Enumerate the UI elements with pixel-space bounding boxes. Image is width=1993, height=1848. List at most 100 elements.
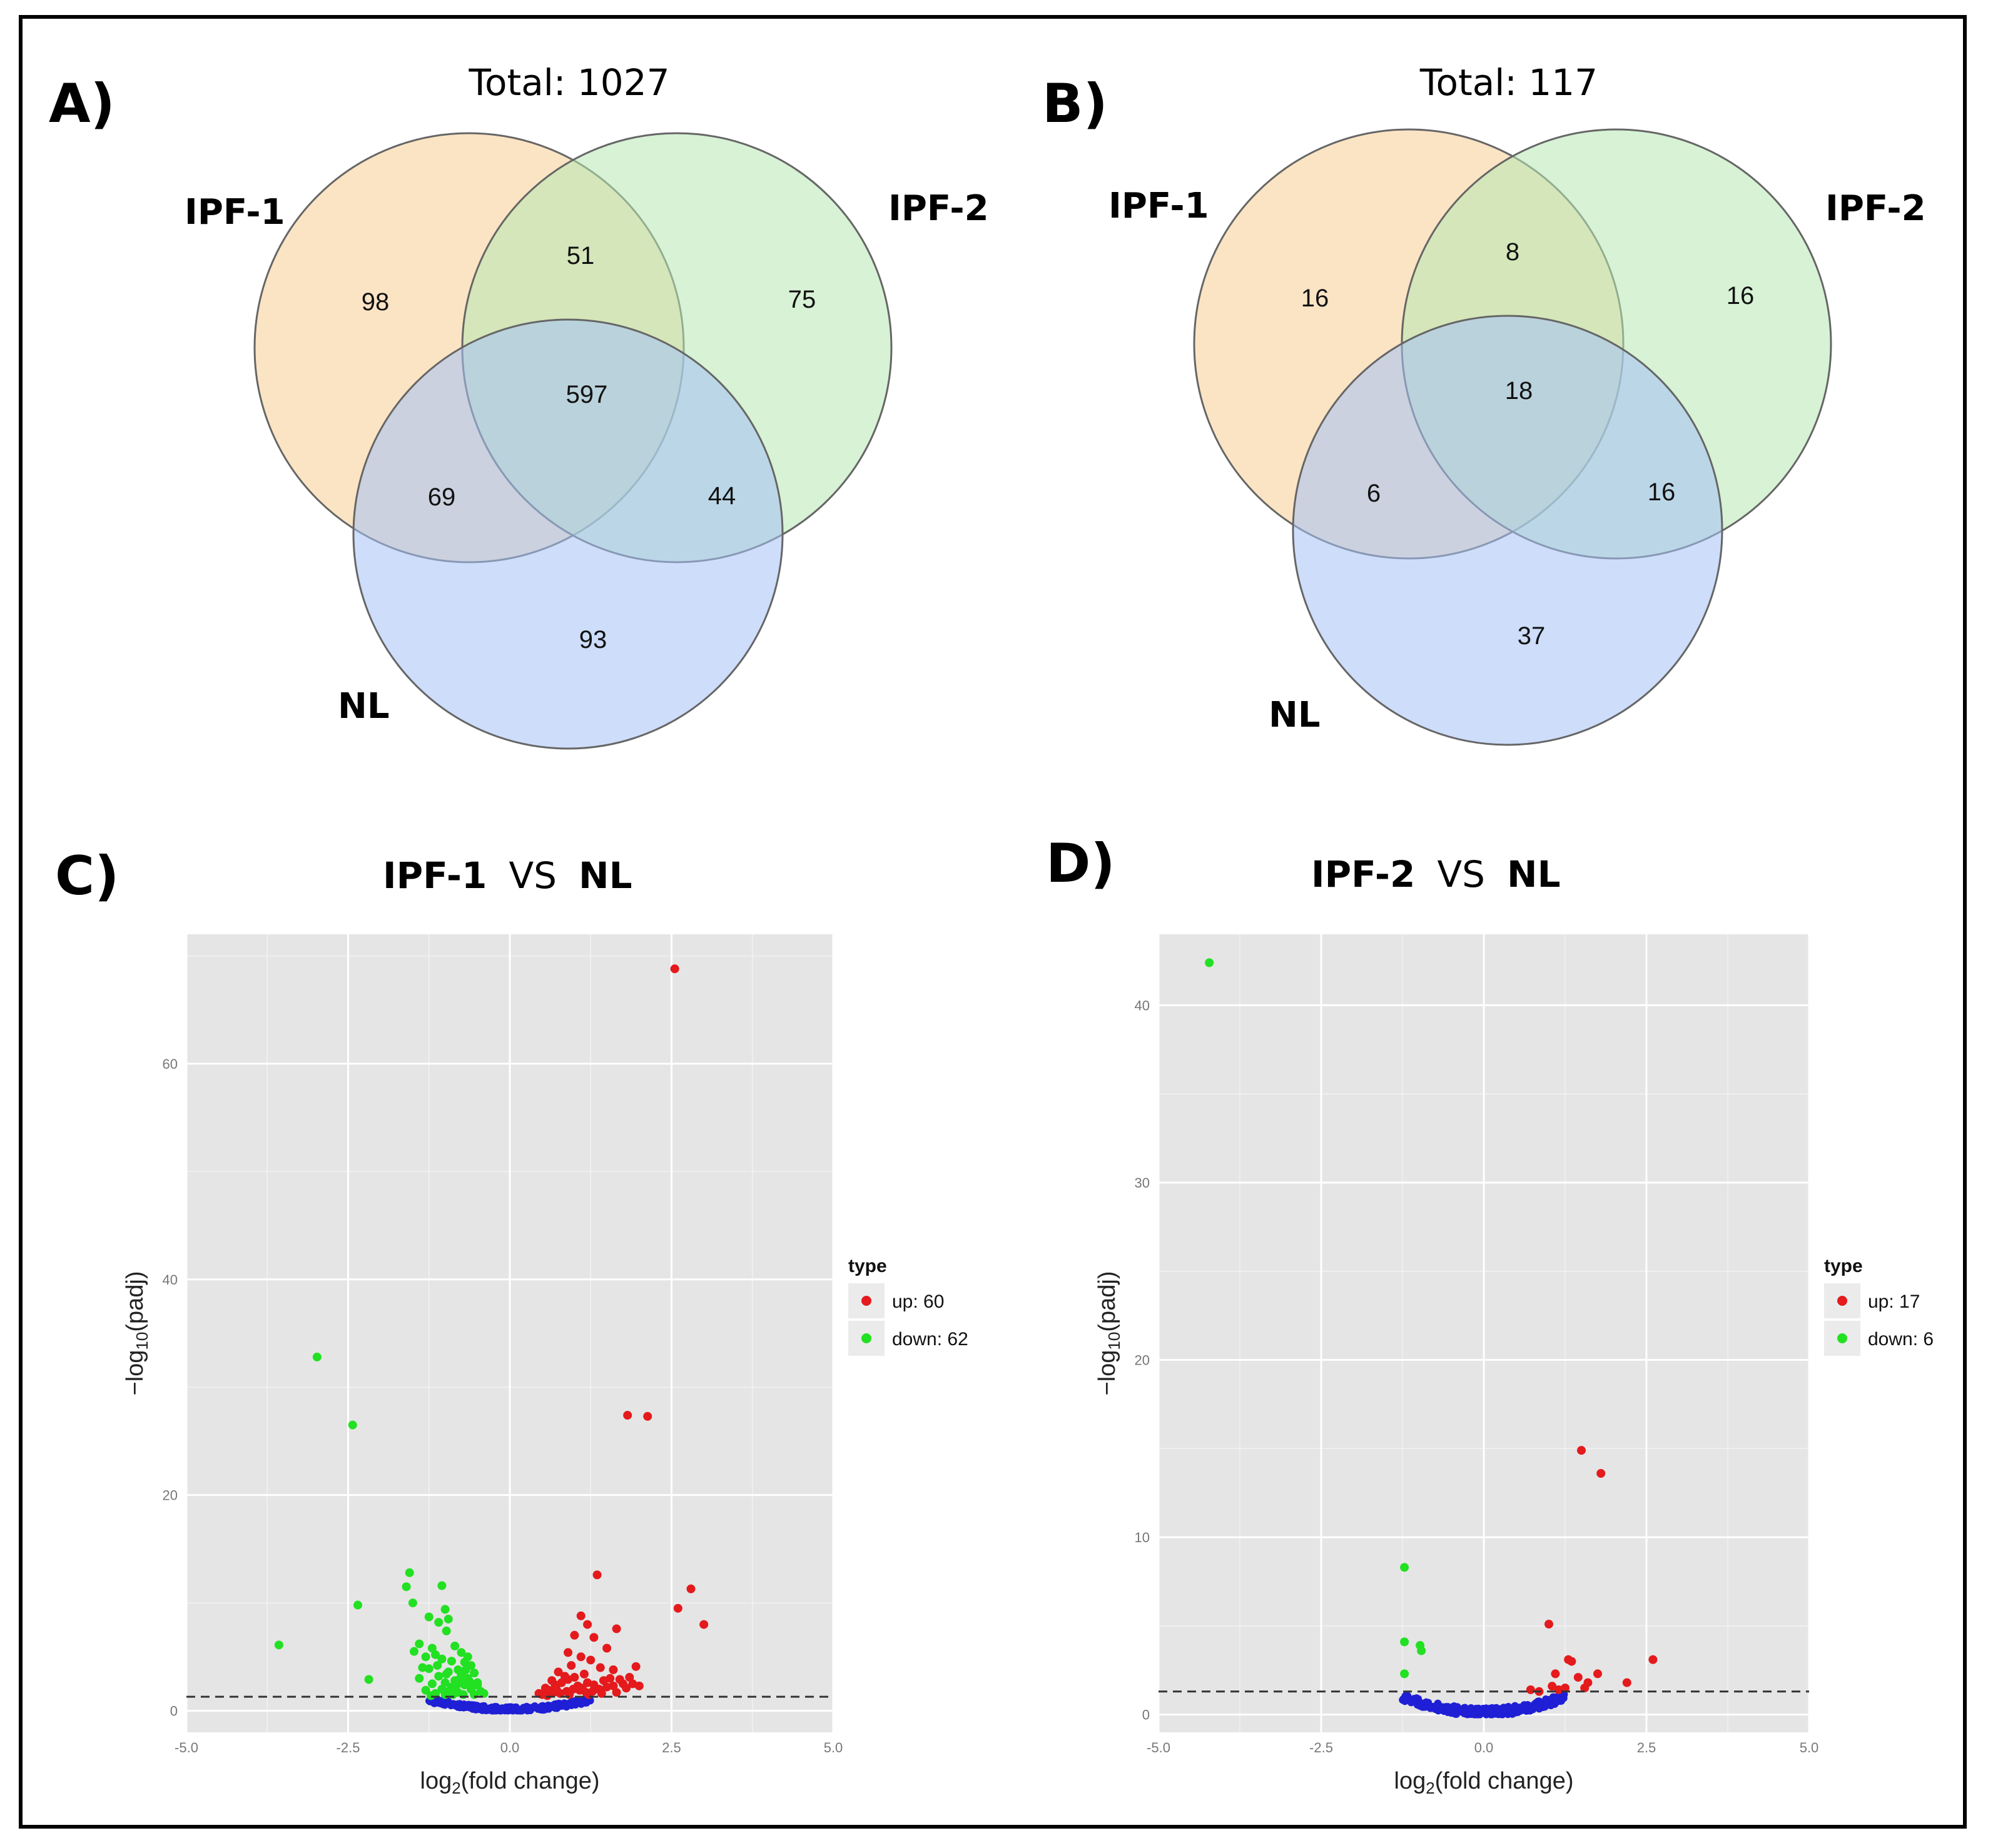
venn-b-set-ipf1: IPF-1: [1108, 186, 1209, 226]
volcano-c-point-down: [442, 1669, 451, 1679]
volcano-d-legend-title: type: [1824, 1256, 1863, 1276]
volcano-d-point-up: [1551, 1669, 1560, 1679]
volcano-d-point-down: [1400, 1563, 1409, 1572]
volcano-d-title-right: NL: [1507, 853, 1561, 896]
venn-b-only-nl: 37: [1518, 622, 1546, 650]
volcano-c-point-up: [567, 1661, 576, 1670]
volcano-c-point-down: [468, 1682, 477, 1692]
volcano-d-point-up: [1573, 1673, 1583, 1682]
volcano-c-point-up: [564, 1648, 573, 1657]
volcano-c-point-up: [557, 1678, 566, 1687]
volcano-c-point-up: [570, 1630, 579, 1640]
volcano-c-point-up: [576, 1652, 586, 1662]
volcano-d-point-nochange: [1531, 1703, 1539, 1711]
volcano-c-y-tick-label: 0: [170, 1704, 178, 1719]
panel-a: A) Total: 1027 IPF-1 IPF-2 NL 98 75 93 5…: [49, 61, 989, 750]
volcano-c-point-down: [470, 1669, 479, 1678]
volcano-c-point-up: [612, 1624, 621, 1633]
volcano-c-y-tick-label: 60: [163, 1056, 178, 1072]
volcano-c-point-down: [364, 1675, 373, 1684]
volcano-c-point-down: [353, 1600, 363, 1610]
volcano-c-point-down: [408, 1598, 417, 1608]
venn-b-only-ipf1: 16: [1301, 285, 1329, 312]
volcano-c-point-down: [440, 1605, 450, 1614]
volcano-c-point-down: [402, 1582, 411, 1592]
volcano-c-point-down: [437, 1654, 447, 1664]
volcano-d-x-tick-label: -5.0: [1147, 1740, 1170, 1755]
panel-c: C) IPF-1 VS NL -5.0 -2.5 0.0 2.5 5.0 0 20 40 60 l…: [55, 845, 968, 1797]
panel-d: D) IPF-2 VS NL -5.0 -2.5 0.0 2.5 5.0 0 10 20 30 4…: [1046, 832, 1934, 1797]
volcano-c-point-nochange: [507, 1706, 515, 1714]
panel-b-letter: B): [1042, 73, 1108, 135]
venn-a-all: 597: [566, 381, 608, 408]
volcano-c-x-tick-label: 2.5: [662, 1740, 681, 1755]
volcano-c-point-down: [409, 1647, 418, 1656]
volcano-d-x-tick-label: 2.5: [1637, 1740, 1656, 1755]
volcano-d-point-nochange: [1552, 1699, 1560, 1707]
volcano-c-point-down: [433, 1661, 442, 1670]
volcano-c-point-down: [434, 1672, 444, 1681]
volcano-d-point-up: [1544, 1620, 1553, 1629]
volcano-c-point-nochange: [552, 1701, 560, 1709]
volcano-d-y-axis-label: −log10(padj): [1094, 1271, 1123, 1396]
volcano-c-point-nochange: [571, 1697, 579, 1705]
volcano-d-point-nochange: [1502, 1707, 1510, 1715]
venn-a-only-nl: 93: [579, 626, 607, 654]
volcano-c-point-up: [599, 1676, 608, 1685]
volcano-c-point-down: [461, 1665, 470, 1674]
volcano-c-point-up: [686, 1584, 696, 1593]
volcano-d-point-up: [1648, 1655, 1658, 1664]
volcano-c-point-down: [427, 1679, 437, 1689]
volcano-d-y-tick-label: 0: [1142, 1707, 1150, 1723]
volcano-c-point-down: [424, 1664, 434, 1674]
volcano-d-point-down: [1205, 958, 1214, 967]
volcano-c-point-down: [444, 1614, 453, 1623]
volcano-d-point-nochange: [1407, 1697, 1416, 1705]
volcano-c-point-up: [592, 1570, 602, 1580]
volcano-c-point-up: [622, 1684, 631, 1693]
volcano-c-point-up: [583, 1620, 592, 1629]
volcano-d-point-up: [1548, 1682, 1557, 1691]
volcano-d-point-nochange: [1494, 1707, 1502, 1715]
volcano-c-point-nochange: [493, 1705, 501, 1714]
volcano-d-point-nochange: [1538, 1700, 1546, 1709]
volcano-d-point-up: [1580, 1684, 1590, 1693]
volcano-c-point-up: [586, 1655, 596, 1665]
volcano-c-point-down: [348, 1420, 357, 1430]
venn-a-set-ipf1: IPF-1: [185, 192, 285, 233]
volcano-c-y-tick-label: 20: [163, 1488, 178, 1503]
volcano-d-point-up: [1577, 1446, 1586, 1455]
volcano-c-point-down: [415, 1639, 424, 1649]
volcano-c-point-up: [534, 1689, 544, 1698]
volcano-c-point-down: [274, 1640, 283, 1650]
venn-a-circle-nl: [352, 318, 784, 750]
volcano-c-point-up: [597, 1689, 606, 1698]
volcano-c-title-left: IPF-1: [383, 854, 487, 897]
volcano-d-title-left: IPF-2: [1311, 853, 1415, 896]
volcano-d-legend-swatch-up: [1837, 1296, 1847, 1306]
volcano-d-y-tick-label: 30: [1135, 1175, 1150, 1191]
venn-a-only-ipf2: 75: [788, 286, 816, 313]
volcano-c-point-up: [577, 1684, 587, 1693]
volcano-c-point-up: [612, 1688, 621, 1697]
volcano-d-point-nochange: [1462, 1707, 1470, 1715]
venn-b-ipf2-nl: 16: [1648, 478, 1676, 506]
volcano-c-point-up: [576, 1611, 586, 1620]
venn-b-ipf1-ipf2: 8: [1506, 238, 1519, 266]
volcano-c-title: IPF-1 VS NL: [383, 854, 632, 897]
volcano-c-point-up: [602, 1682, 612, 1692]
volcano-d-point-up: [1596, 1469, 1606, 1478]
volcano-d-legend-up: up: 17: [1868, 1291, 1920, 1312]
volcano-c-point-up: [631, 1662, 641, 1671]
venn-b-only-ipf2: 16: [1727, 282, 1755, 310]
venn-a-ipf1-ipf2: 51: [567, 242, 595, 270]
volcano-d-y-tick-label: 20: [1135, 1353, 1150, 1368]
volcano-c-chart: -5.0 -2.5 0.0 2.5 5.0 0 20 40 60 log2(fold change…: [122, 934, 968, 1797]
volcano-c-point-up: [699, 1620, 709, 1629]
volcano-d-point-up: [1561, 1684, 1570, 1693]
volcano-c-point-up: [552, 1685, 561, 1694]
volcano-d-x-axis-label: log2(fold change): [1394, 1768, 1574, 1797]
volcano-d-legend-down: down: 6: [1868, 1329, 1934, 1350]
volcano-c-point-up: [625, 1673, 634, 1682]
